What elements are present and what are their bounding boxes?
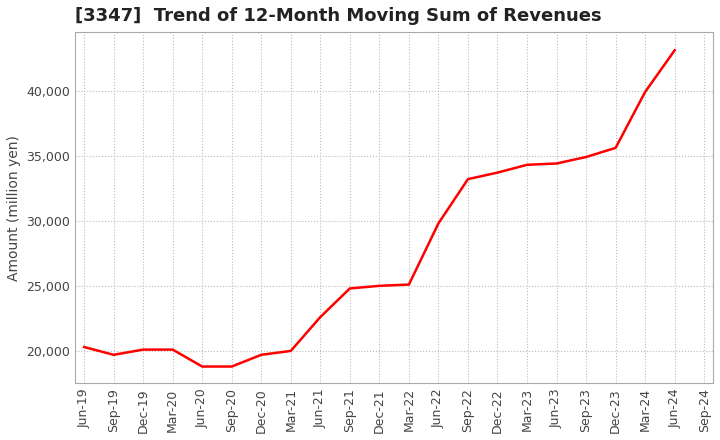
Y-axis label: Amount (million yen): Amount (million yen) (7, 135, 21, 281)
Text: [3347]  Trend of 12-Month Moving Sum of Revenues: [3347] Trend of 12-Month Moving Sum of R… (75, 7, 602, 25)
